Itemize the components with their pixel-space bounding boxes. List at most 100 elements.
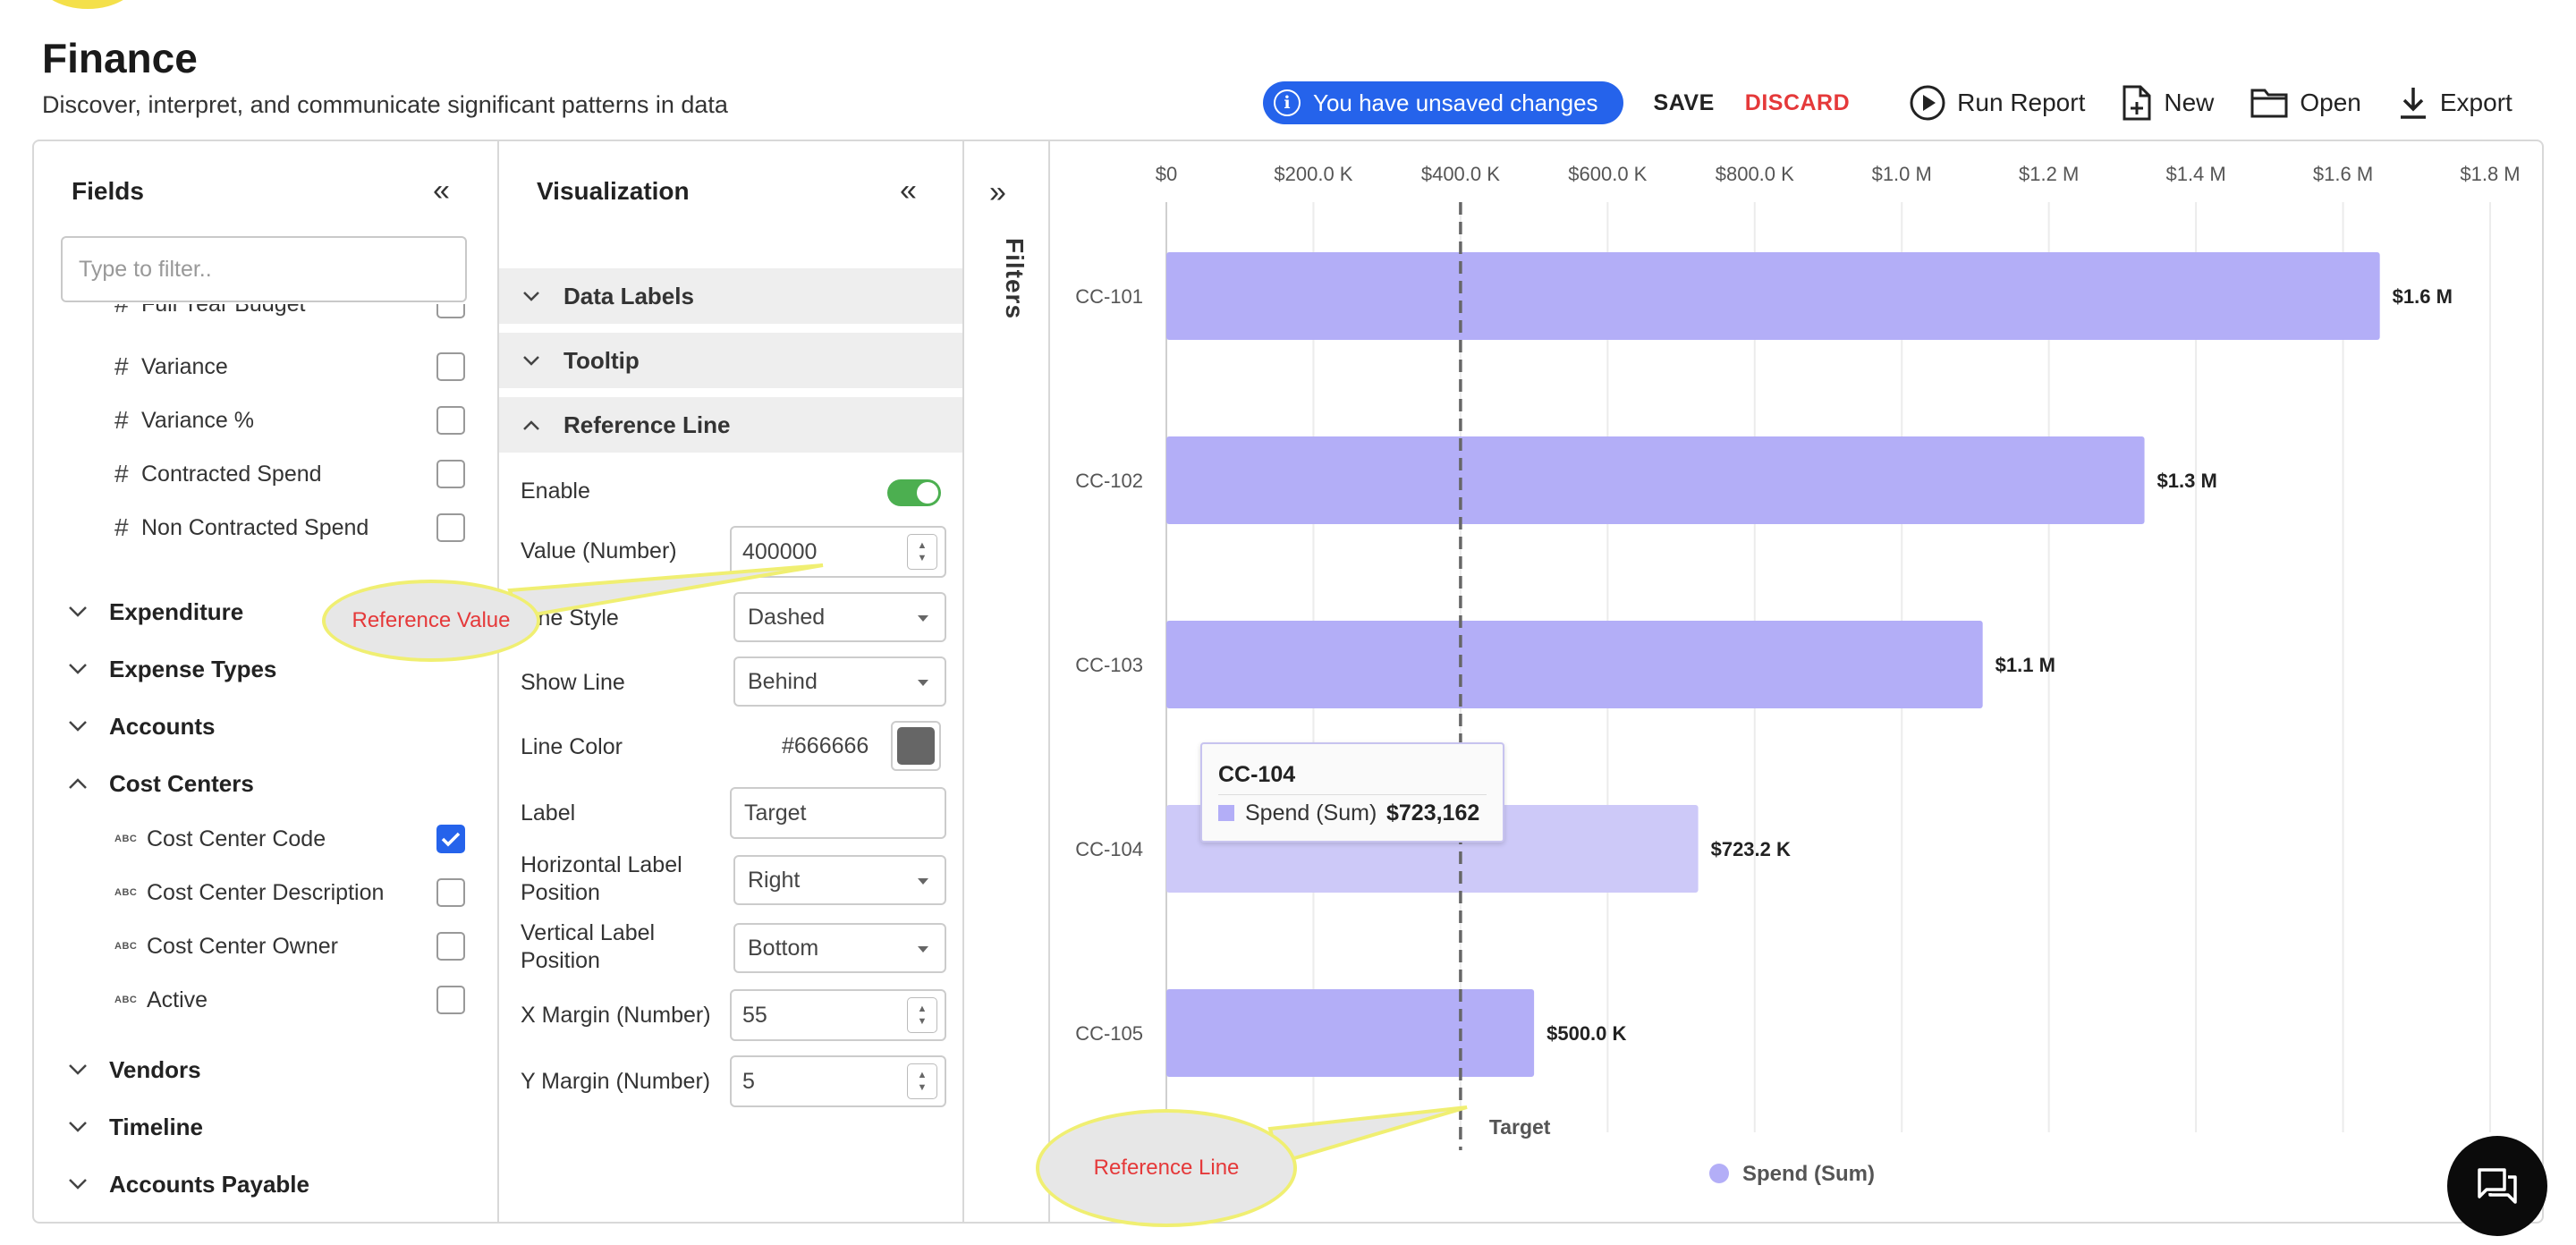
discard-button[interactable]: DISCARD xyxy=(1744,89,1851,115)
text-field-icon: ABC xyxy=(114,834,138,844)
horizontal-label-position-value: Right xyxy=(748,867,801,893)
chevron-up-icon xyxy=(68,777,109,790)
field-label: Cost Center Owner xyxy=(147,933,338,959)
expand-filters-icon[interactable]: » xyxy=(989,175,1006,209)
number-stepper[interactable]: ▲ ▼ xyxy=(907,997,937,1033)
group-vendors[interactable]: Vendors xyxy=(68,1052,201,1088)
field-checkbox-checked[interactable] xyxy=(436,825,465,853)
x-margin-input[interactable]: 55 ▲ ▼ xyxy=(730,989,946,1041)
data-label: $723.2 K xyxy=(1711,838,1791,860)
field-checkbox[interactable] xyxy=(436,460,465,488)
new-file-icon xyxy=(2123,85,2151,121)
reference-line-callout: Reference Line xyxy=(1036,1109,1297,1227)
save-button[interactable]: SAVE xyxy=(1653,89,1715,115)
dropdown-caret-icon xyxy=(918,615,928,622)
bar[interactable] xyxy=(1166,989,1535,1077)
chevron-up-icon xyxy=(522,419,564,431)
field-item[interactable]: # Full Year Budget xyxy=(114,304,497,322)
bar-chart: $0 $200.0 K $400.0 K $600.0 K $800.0 K $1.0 M… xyxy=(1075,163,2520,1186)
x-tick-label: $1.2 M xyxy=(2019,163,2079,185)
group-cost-centers[interactable]: Cost Centers xyxy=(68,766,254,801)
group-timeline[interactable]: Timeline xyxy=(68,1109,203,1145)
collapse-fields-icon[interactable]: « xyxy=(433,174,450,208)
label-input[interactable]: Target xyxy=(730,787,946,839)
value-number-input[interactable]: 400000 ▲ ▼ xyxy=(730,526,946,578)
line-style-select[interactable]: Dashed xyxy=(733,592,946,642)
page-title: Finance xyxy=(42,35,198,81)
chat-button[interactable] xyxy=(2447,1136,2547,1236)
group-accounts-payable[interactable]: Accounts Payable xyxy=(68,1166,309,1202)
field-item[interactable]: ABC Cost Center Owner xyxy=(114,928,497,964)
horizontal-label-position-select[interactable]: Right xyxy=(733,855,946,905)
value-number-text: 400000 xyxy=(742,538,818,564)
number-stepper[interactable]: ▲ ▼ xyxy=(907,534,937,570)
field-label: Variance xyxy=(141,353,228,379)
x-tick-label: $800.0 K xyxy=(1716,163,1794,185)
field-checkbox[interactable] xyxy=(436,878,465,907)
field-item[interactable]: # Variance % xyxy=(114,402,497,438)
new-button[interactable]: New xyxy=(2121,84,2214,122)
field-item[interactable]: ABC Cost Center Code xyxy=(114,821,497,857)
number-stepper[interactable]: ▲ ▼ xyxy=(907,1063,937,1099)
info-icon: i xyxy=(1274,89,1301,116)
text-field-icon: ABC xyxy=(114,995,138,1005)
field-filter-input[interactable] xyxy=(61,236,467,302)
legend-swatch xyxy=(1709,1164,1729,1183)
bar[interactable] xyxy=(1166,252,2380,340)
section-data-labels[interactable]: Data Labels xyxy=(499,268,962,324)
vertical-label-position-label: Vertical Label Position xyxy=(521,920,656,973)
export-button[interactable]: Export xyxy=(2397,85,2512,121)
field-checkbox[interactable] xyxy=(436,513,465,542)
text-field-icon: ABC xyxy=(114,887,138,898)
section-reference-line[interactable]: Reference Line xyxy=(499,397,962,453)
section-tooltip[interactable]: Tooltip xyxy=(499,333,962,388)
field-item[interactable]: ABC Active xyxy=(114,982,497,1018)
y-margin-value: 5 xyxy=(742,1068,755,1094)
clipped-row-area: # Full Year Budget xyxy=(32,304,497,331)
x-tick-label: $600.0 K xyxy=(1568,163,1647,185)
unsaved-changes-label: You have unsaved changes xyxy=(1313,89,1598,116)
category-label: CC-105 xyxy=(1075,1022,1143,1045)
run-report-button[interactable]: Run Report xyxy=(1909,84,2085,122)
chevron-down-icon xyxy=(68,1178,109,1190)
group-expenditure[interactable]: Expenditure xyxy=(68,594,243,630)
field-item[interactable]: # Variance xyxy=(114,349,497,385)
field-item[interactable]: # Contracted Spend xyxy=(114,456,497,492)
data-label: $1.6 M xyxy=(2393,285,2453,308)
chevron-down-icon xyxy=(68,606,109,618)
show-line-select[interactable]: Behind xyxy=(733,656,946,707)
chevron-down-icon xyxy=(68,1121,109,1133)
y-margin-input[interactable]: 5 ▲ ▼ xyxy=(730,1055,946,1107)
x-tick-label: $1.0 M xyxy=(1872,163,1932,185)
chat-icon xyxy=(2478,1168,2517,1204)
line-color-swatch[interactable] xyxy=(891,721,941,771)
vertical-label-position-select[interactable]: Bottom xyxy=(733,923,946,973)
open-button[interactable]: Open xyxy=(2250,87,2361,119)
folder-icon xyxy=(2250,89,2288,118)
filters-label[interactable]: Filters xyxy=(1001,238,1029,320)
field-checkbox[interactable] xyxy=(436,932,465,961)
field-item[interactable]: # Non Contracted Spend xyxy=(114,510,497,546)
field-checkbox[interactable] xyxy=(436,304,465,318)
report-frame xyxy=(32,140,2544,1224)
group-accounts[interactable]: Accounts xyxy=(68,708,215,744)
field-item[interactable]: ABC Cost Center Description xyxy=(114,875,497,910)
field-checkbox[interactable] xyxy=(436,406,465,435)
field-checkbox[interactable] xyxy=(436,352,465,381)
toolbar: i You have unsaved changes SAVE DISCARD … xyxy=(1263,80,2548,125)
line-color-label: Line Color xyxy=(521,734,623,759)
chevron-down-icon xyxy=(68,1063,109,1076)
x-margin-value: 55 xyxy=(742,1002,767,1028)
group-label: Vendors xyxy=(109,1055,201,1083)
group-expense-types[interactable]: Expense Types xyxy=(68,651,276,687)
x-tick-label: $1.8 M xyxy=(2460,163,2520,185)
field-label: Cost Center Description xyxy=(147,879,385,905)
fields-panel: Fields « # Full Year Budget # Variance #… xyxy=(32,140,499,1224)
bar[interactable] xyxy=(1166,436,2145,524)
chevron-down-icon xyxy=(68,720,109,733)
line-style-value: Dashed xyxy=(748,604,826,630)
bar[interactable] xyxy=(1166,621,1983,708)
enable-toggle[interactable] xyxy=(887,479,941,506)
field-checkbox[interactable] xyxy=(436,986,465,1014)
collapse-visualization-icon[interactable]: « xyxy=(900,174,917,208)
